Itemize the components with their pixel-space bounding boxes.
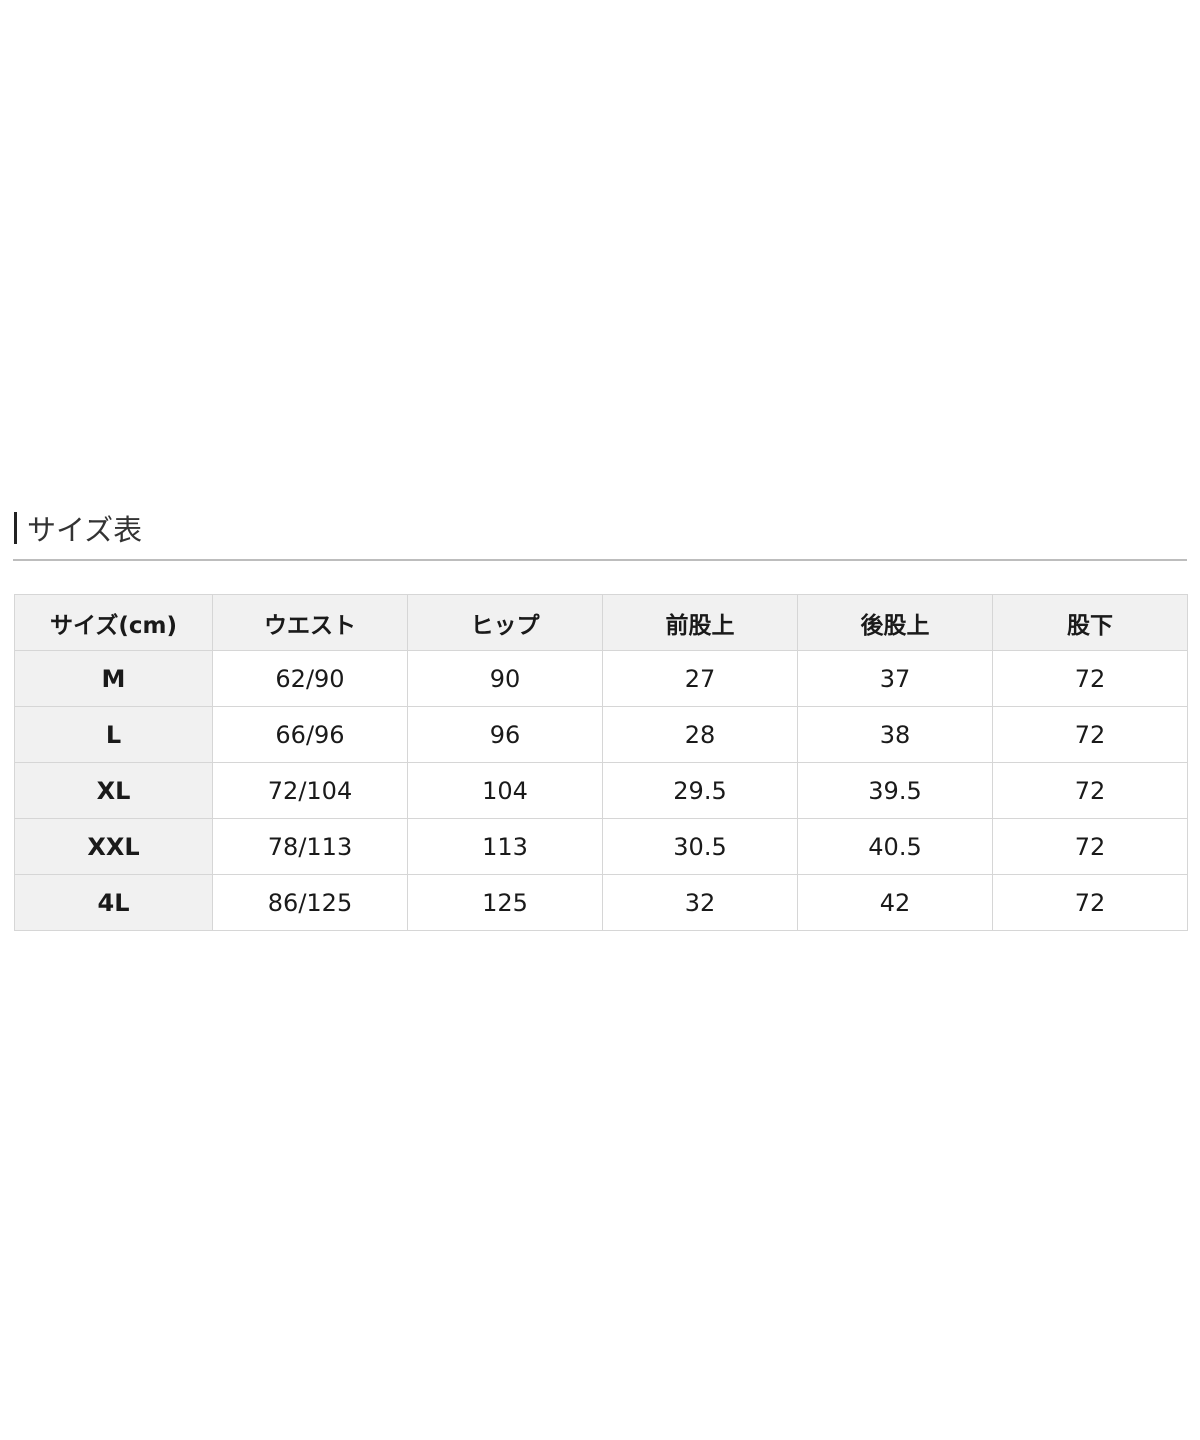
column-header: 股下 — [992, 594, 1188, 651]
table-cell: 72/104 — [212, 762, 408, 819]
table-cell: 32 — [602, 874, 798, 931]
table-cell: 113 — [407, 818, 603, 875]
table-row: 4L 86/125 125 32 42 72 — [14, 874, 1188, 931]
table-cell: 40.5 — [797, 818, 993, 875]
table-row: XXL 78/113 113 30.5 40.5 72 — [14, 818, 1188, 875]
table-cell: 42 — [797, 874, 993, 931]
column-header: 後股上 — [797, 594, 993, 651]
size-table: サイズ(cm) ウエスト ヒップ 前股上 後股上 股下 M 62/90 90 27 37 72 L 66… — [14, 594, 1188, 931]
table-cell: 66/96 — [212, 706, 408, 763]
table-row: M 62/90 90 27 37 72 — [14, 650, 1188, 707]
section-title: サイズ表 — [14, 508, 142, 548]
section-title-text: サイズ表 — [27, 513, 143, 547]
table-cell: 72 — [992, 874, 1188, 931]
table-cell: 38 — [797, 706, 993, 763]
table-cell: 72 — [992, 818, 1188, 875]
table-row: XL 72/104 104 29.5 39.5 72 — [14, 762, 1188, 819]
table-cell: 90 — [407, 650, 603, 707]
table-cell: 86/125 — [212, 874, 408, 931]
table-cell: 72 — [992, 706, 1188, 763]
size-label-cell: XXL — [14, 818, 213, 875]
column-header: サイズ(cm) — [14, 594, 213, 651]
table-header-row: サイズ(cm) ウエスト ヒップ 前股上 後股上 股下 — [14, 594, 1188, 651]
table-cell: 39.5 — [797, 762, 993, 819]
table-cell: 29.5 — [602, 762, 798, 819]
table-cell: 37 — [797, 650, 993, 707]
title-divider — [13, 559, 1187, 561]
size-label-cell: L — [14, 706, 213, 763]
table-row: L 66/96 96 28 38 72 — [14, 706, 1188, 763]
table-cell: 30.5 — [602, 818, 798, 875]
title-accent-bar — [14, 512, 17, 544]
table-cell: 72 — [992, 762, 1188, 819]
size-label-cell: 4L — [14, 874, 213, 931]
column-header: ヒップ — [407, 594, 603, 651]
table-cell: 28 — [602, 706, 798, 763]
table-cell: 78/113 — [212, 818, 408, 875]
table-cell: 62/90 — [212, 650, 408, 707]
size-label-cell: M — [14, 650, 213, 707]
table-cell: 72 — [992, 650, 1188, 707]
table-cell: 125 — [407, 874, 603, 931]
table-cell: 104 — [407, 762, 603, 819]
column-header: ウエスト — [212, 594, 408, 651]
table-cell: 96 — [407, 706, 603, 763]
column-header: 前股上 — [602, 594, 798, 651]
size-label-cell: XL — [14, 762, 213, 819]
table-cell: 27 — [602, 650, 798, 707]
